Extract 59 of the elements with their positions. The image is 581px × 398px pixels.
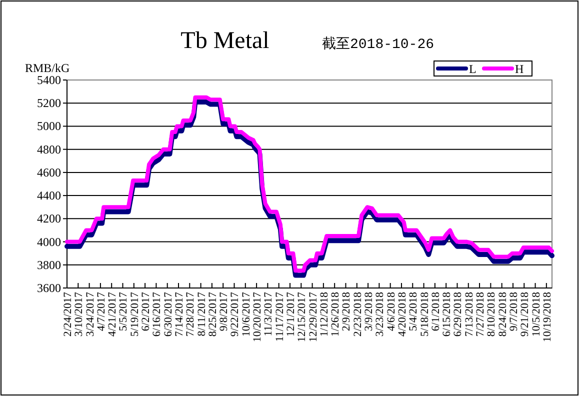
x-tick-label: 5/19/2017 bbox=[128, 292, 141, 337]
x-tick-label: 2/23/2018 bbox=[352, 292, 364, 337]
x-tick-label: 5/5/2017 bbox=[118, 292, 130, 332]
x-tick-label: 3/23/2018 bbox=[374, 292, 386, 337]
x-tick-label: 11/17/2017 bbox=[274, 292, 286, 342]
x-tick-label: 2/9/2018 bbox=[340, 292, 353, 332]
legend-label: H bbox=[515, 62, 524, 76]
y-tick-label: 5200 bbox=[37, 96, 61, 110]
x-tick-label: 10/5/2018 bbox=[530, 292, 542, 337]
y-tick-label: 5400 bbox=[37, 73, 61, 87]
x-tick-label: 12/15/2017 bbox=[296, 292, 308, 342]
y-tick-label: 4200 bbox=[37, 212, 61, 226]
x-tick-label: 12/1/2017 bbox=[284, 292, 297, 337]
y-tick-label: 4800 bbox=[37, 142, 61, 156]
x-tick-label: 6/2/2017 bbox=[140, 292, 152, 332]
x-tick-label: 5/4/2018 bbox=[408, 292, 420, 332]
x-tick-label: 9/21/2018 bbox=[519, 292, 532, 337]
x-tick-label: 3/10/2017 bbox=[73, 292, 86, 337]
x-tick-label: 1/12/2018 bbox=[318, 292, 330, 337]
y-tick-label: 3600 bbox=[37, 281, 61, 295]
x-tick-label: 4/6/2018 bbox=[385, 292, 398, 332]
x-tick-label: 4/21/2017 bbox=[106, 292, 119, 337]
x-tick-label: 8/11/2017 bbox=[196, 292, 208, 336]
x-tick-label: 10/19/2018 bbox=[541, 292, 554, 342]
legend-label: L bbox=[469, 62, 476, 76]
x-tick-label: 6/16/2017 bbox=[151, 292, 164, 337]
chart-subtitle: 截至2018-10-26 bbox=[322, 36, 434, 53]
x-tick-label: 10/20/2017 bbox=[252, 292, 264, 342]
x-tick-label: 9/7/2018 bbox=[508, 292, 520, 332]
x-tick-label: 3/24/2017 bbox=[84, 292, 96, 337]
x-tick-label: 6/29/2018 bbox=[452, 292, 464, 337]
x-tick-label: 4/7/2017 bbox=[95, 292, 108, 332]
y-tick-label: 5000 bbox=[37, 119, 61, 134]
x-tick-label: 7/28/2017 bbox=[184, 292, 197, 337]
x-tick-label: 3/9/2018 bbox=[363, 292, 376, 332]
y-axis-title: RMB/kG bbox=[25, 61, 70, 75]
x-tick-label: 7/14/2017 bbox=[173, 292, 186, 337]
chart-title: Tb Metal bbox=[180, 28, 270, 54]
x-tick-label: 8/25/2017 bbox=[206, 292, 219, 337]
x-tick-label: 5/18/2018 bbox=[418, 292, 431, 337]
x-tick-label: 8/10/2018 bbox=[486, 292, 498, 337]
y-tick-label: 4400 bbox=[37, 188, 61, 203]
x-tick-label: 12/29/2017 bbox=[307, 292, 320, 342]
x-tick-label: 6/1/2018 bbox=[430, 292, 442, 332]
x-tick-label: 8/24/2018 bbox=[496, 292, 509, 337]
x-tick-label: 6/15/2018 bbox=[441, 292, 454, 337]
x-tick-label: 7/27/2018 bbox=[474, 292, 487, 337]
x-tick-label: 1/26/2018 bbox=[330, 292, 342, 337]
x-tick-label: 4/20/2018 bbox=[396, 292, 408, 337]
y-tick-label: 4000 bbox=[37, 234, 61, 249]
x-tick-label: 9/22/2017 bbox=[229, 292, 242, 337]
x-tick-label: 11/3/2017 bbox=[262, 292, 275, 336]
x-tick-label: 2/24/2017 bbox=[62, 292, 74, 337]
x-tick-label: 9/8/2017 bbox=[218, 292, 230, 332]
y-tick-label: 4600 bbox=[37, 165, 61, 180]
y-tick-label: 3800 bbox=[37, 258, 61, 272]
x-tick-label: 10/6/2017 bbox=[240, 292, 252, 337]
x-tick-label: 7/13/2018 bbox=[463, 292, 476, 337]
x-tick-label: 6/30/2017 bbox=[162, 292, 174, 337]
